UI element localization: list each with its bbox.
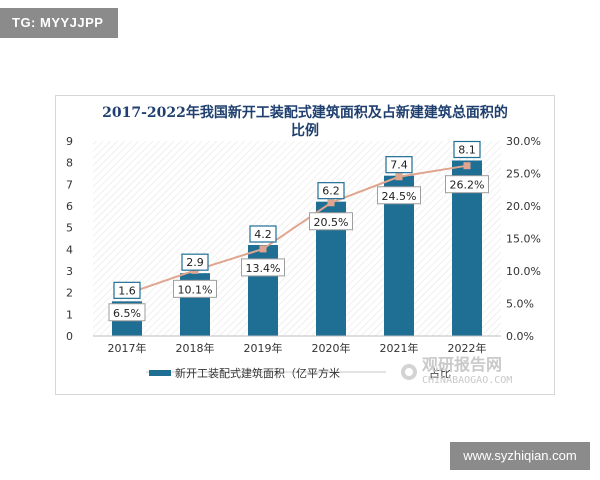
x-category-label: 2017年 — [108, 341, 147, 355]
x-category-label: 2019年 — [244, 341, 283, 355]
chart-title-line2: 比例 — [291, 122, 319, 139]
line-data-label: 10.1% — [178, 283, 213, 296]
line-data-label: 13.4% — [246, 262, 281, 275]
bar-label-box — [249, 225, 277, 243]
y-left-tick-label: 5 — [66, 222, 73, 235]
y-right-tick-label: 5.0% — [506, 298, 534, 311]
bar-label-box — [181, 253, 209, 271]
y-left-tick-label: 0 — [66, 330, 73, 343]
bottom-url-tag: www.syzhiqian.com — [450, 442, 590, 470]
y-left-tick-label: 6 — [66, 200, 73, 213]
bar-data-label: 7.4 — [390, 159, 408, 172]
line-label-box — [108, 303, 146, 322]
y-left-tick-label: 3 — [66, 265, 73, 278]
y-right-tick-label: 30.0% — [506, 135, 541, 148]
bar-label-box — [385, 156, 413, 174]
line-data-label: 20.5% — [314, 216, 349, 229]
line-data-label: 24.5% — [382, 190, 417, 203]
bar-data-label: 1.6 — [118, 284, 136, 297]
top-tag-label: TG: MYYJJPP — [0, 8, 118, 38]
watermark-swirl-inner-icon — [405, 368, 413, 376]
y-left-tick-label: 9 — [66, 135, 73, 148]
bar-data-label: 2.9 — [186, 256, 204, 269]
line-point — [259, 245, 267, 253]
chart-frame: 2017-2022年我国新开工装配式建筑面积及占新建建筑总面积的 比例 0 1 2 3… — [55, 95, 555, 395]
bar-data-label: 6.2 — [322, 185, 340, 198]
legend-bar-swatch — [149, 370, 171, 376]
watermark-logo: 观研报告网 CHINABAOGAO.COM — [401, 355, 512, 386]
bar-data-labels: 1.6 2.9 4.2 6.2 7.4 8.1 — [113, 140, 481, 299]
x-category-label: 2022年 — [448, 341, 487, 355]
line-label-box — [445, 175, 489, 194]
line-point — [395, 173, 403, 181]
y-left-tick-label: 2 — [66, 287, 73, 300]
y-right-tick-label: 10.0% — [506, 265, 541, 278]
y-left-tick-label: 1 — [66, 308, 73, 321]
bar-label-box — [317, 182, 345, 200]
line-point — [327, 199, 335, 207]
x-category-label: 2021年 — [380, 341, 419, 355]
x-axis: 2017年 2018年 2019年 2020年 2021年 2022年 — [93, 335, 501, 355]
bar-label-box — [453, 140, 481, 159]
bar-data-label: 4.2 — [254, 228, 272, 241]
legend-bar-label: 新开工装配式建筑面积（亿平方米 — [175, 366, 340, 380]
legend: 新开工装配式建筑面积（亿平方米 占比 — [146, 366, 451, 380]
y-right-tick-label: 15.0% — [506, 233, 541, 246]
y-axis-right: 0.0% 5.0% 10.0% 15.0% 20.0% 25.0% 30.0% — [506, 135, 541, 343]
y-left-tick-label: 4 — [66, 243, 73, 256]
y-right-tick-label: 0.0% — [506, 330, 534, 343]
line-data-labels: 6.5% 10.1% 13.4% 20.5% 24.5% 26.2% — [108, 175, 489, 322]
line-label-box — [241, 258, 285, 277]
bar-data-label: 8.1 — [458, 144, 476, 157]
y-left-tick-label: 8 — [66, 157, 73, 170]
watermark-sub: CHINABAOGAO.COM — [422, 375, 512, 386]
watermark-main: 观研报告网 — [422, 355, 502, 374]
x-category-label: 2018年 — [176, 341, 215, 355]
y-axis-left: 0 1 2 3 4 5 6 7 8 9 — [66, 135, 73, 343]
line-point — [463, 162, 471, 170]
line-label-box — [173, 279, 217, 298]
plot-area — [93, 141, 501, 336]
chart-title-line1: 2017-2022年我国新开工装配式建筑面积及占新建建筑总面积的 — [102, 104, 508, 121]
bar-label-box — [113, 281, 141, 299]
line-label-box — [309, 212, 353, 231]
y-right-tick-label: 25.0% — [506, 168, 541, 181]
x-category-label: 2020年 — [312, 341, 351, 355]
line-data-label: 26.2% — [450, 179, 485, 192]
legend-line-label: 占比 — [429, 366, 451, 380]
combo-chart: 2017-2022年我国新开工装配式建筑面积及占新建建筑总面积的 比例 0 1 2 3… — [66, 104, 541, 386]
line-data-label: 6.5% — [113, 307, 141, 320]
y-left-tick-label: 7 — [66, 178, 73, 191]
line-label-box — [377, 186, 421, 205]
y-right-tick-label: 20.0% — [506, 200, 541, 213]
line-path — [126, 164, 468, 295]
